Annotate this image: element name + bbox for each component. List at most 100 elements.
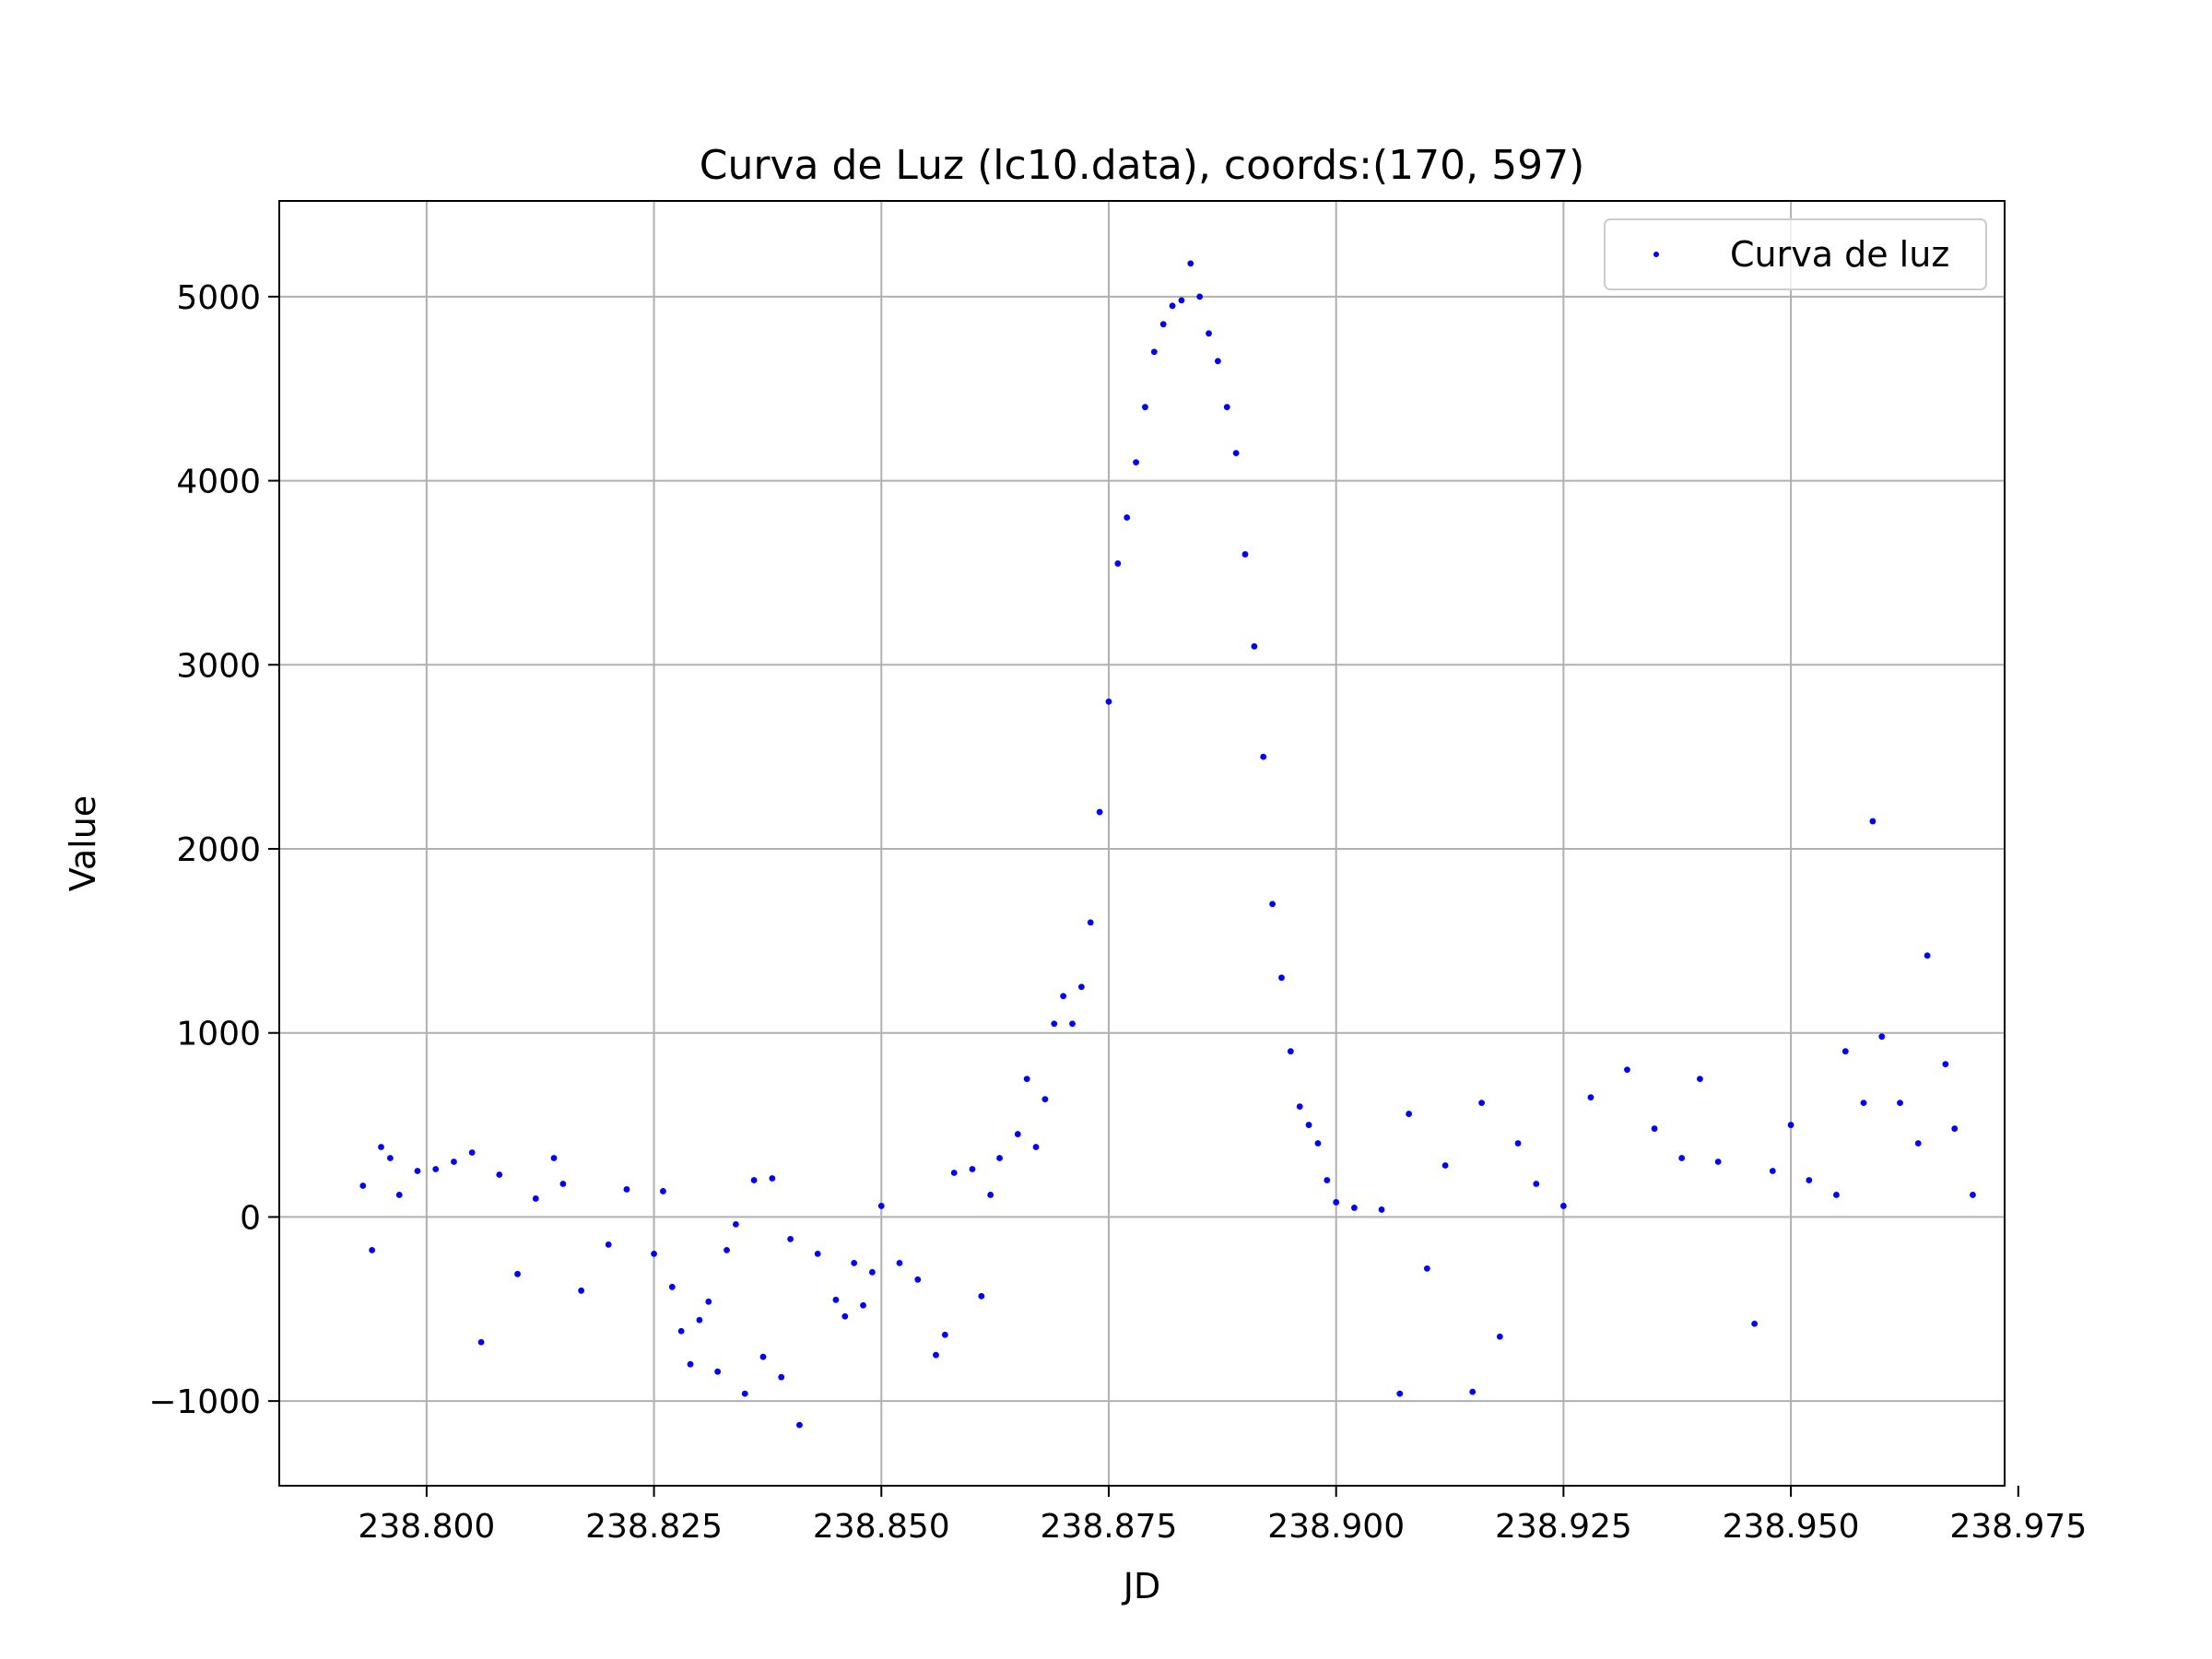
data-point <box>1232 450 1240 457</box>
data-point <box>414 1168 421 1174</box>
data-point <box>1069 1020 1076 1028</box>
data-point <box>787 1235 794 1242</box>
data-point <box>996 1155 1003 1161</box>
data-point <box>1041 1096 1049 1103</box>
data-point <box>1869 818 1877 825</box>
data-point <box>814 1250 821 1257</box>
data-point <box>1478 1100 1485 1106</box>
data-point <box>432 1166 440 1172</box>
legend-label: Curva de luz <box>1730 234 1949 275</box>
data-point <box>1651 1125 1658 1132</box>
data-point <box>1269 900 1277 908</box>
x-axis-ticks: 238.800 238.825 238.850 238.875 238.900 238.9… <box>358 1486 2087 1546</box>
data-point <box>1014 1131 1021 1137</box>
data-point <box>605 1241 612 1248</box>
data-point <box>1806 1177 1813 1183</box>
data-point <box>941 1331 948 1338</box>
data-point <box>559 1181 567 1187</box>
data-point <box>468 1149 476 1156</box>
y-tick-label: 0 <box>240 1199 261 1237</box>
data-point <box>696 1316 703 1324</box>
legend-marker <box>1653 252 1659 257</box>
data-point <box>1305 1122 1312 1128</box>
data-point <box>1878 1033 1886 1041</box>
data-point <box>1406 1111 1413 1117</box>
data-point <box>1087 919 1094 926</box>
data-point <box>1514 1140 1522 1147</box>
data-point <box>1587 1094 1594 1101</box>
data-point <box>1051 1020 1058 1028</box>
data-point <box>987 1192 994 1198</box>
data-point <box>778 1373 785 1381</box>
data-point <box>1441 1162 1449 1169</box>
data-point <box>1105 698 1112 705</box>
data-point <box>1378 1206 1385 1213</box>
data-point <box>896 1259 903 1266</box>
data-point <box>1833 1192 1840 1198</box>
x-tick-label: 238.975 <box>1949 1508 2087 1546</box>
data-point <box>1223 404 1230 411</box>
data-point <box>514 1270 521 1277</box>
data-point <box>1077 983 1085 991</box>
y-tick-label: 1000 <box>176 1016 261 1053</box>
data-point <box>1206 330 1212 337</box>
data-point <box>1951 1125 1959 1132</box>
data-point <box>1287 1048 1294 1055</box>
data-point <box>1914 1140 1922 1147</box>
data-point <box>950 1170 958 1176</box>
x-tick-label: 238.850 <box>813 1508 950 1546</box>
legend-box <box>1604 218 1987 290</box>
data-point <box>1678 1155 1686 1161</box>
data-point <box>1260 753 1267 760</box>
data-point <box>1314 1140 1322 1147</box>
data-point <box>978 1292 985 1300</box>
data-point <box>1423 1265 1430 1272</box>
data-point <box>369 1246 376 1253</box>
data-point <box>1324 1177 1331 1183</box>
data-point <box>550 1155 558 1161</box>
data-point <box>1396 1390 1404 1397</box>
data-point <box>1897 1100 1903 1106</box>
data-point <box>477 1338 485 1346</box>
data-point <box>860 1301 866 1309</box>
data-point <box>1841 1048 1849 1055</box>
data-point <box>1624 1066 1630 1074</box>
y-tick-label: −1000 <box>148 1383 261 1421</box>
data-point <box>750 1177 758 1183</box>
data-point <box>1150 348 1158 356</box>
plot-area-frame <box>278 200 2006 1487</box>
data-point <box>623 1186 630 1193</box>
data-point <box>796 1421 803 1429</box>
data-points <box>359 260 1976 1429</box>
data-point <box>451 1159 457 1165</box>
data-point <box>1032 1144 1040 1150</box>
data-point <box>1159 321 1167 328</box>
data-point <box>1241 551 1249 558</box>
data-point <box>759 1353 767 1360</box>
data-point <box>1970 1192 1976 1198</box>
data-point <box>1860 1100 1867 1106</box>
data-point <box>1496 1333 1503 1340</box>
data-point <box>714 1368 722 1375</box>
data-point <box>877 1203 885 1209</box>
data-point <box>933 1351 939 1359</box>
x-tick-label: 238.800 <box>358 1508 495 1546</box>
data-point <box>1469 1388 1477 1395</box>
data-point <box>1169 302 1176 310</box>
data-point <box>1559 1203 1567 1209</box>
data-point <box>869 1268 876 1276</box>
x-tick-label: 238.950 <box>1723 1508 1860 1546</box>
x-tick-label: 238.900 <box>1267 1508 1405 1546</box>
data-point <box>1187 260 1194 267</box>
data-point <box>769 1175 776 1182</box>
y-tick-label: 4000 <box>176 464 261 501</box>
x-axis-title: JD <box>1122 1566 1160 1606</box>
data-point <box>1924 952 1931 959</box>
data-point <box>378 1144 384 1150</box>
data-point <box>359 1182 367 1189</box>
grid <box>279 201 2005 1486</box>
data-point <box>578 1287 585 1294</box>
data-point <box>1133 459 1139 465</box>
data-point <box>1697 1076 1703 1083</box>
